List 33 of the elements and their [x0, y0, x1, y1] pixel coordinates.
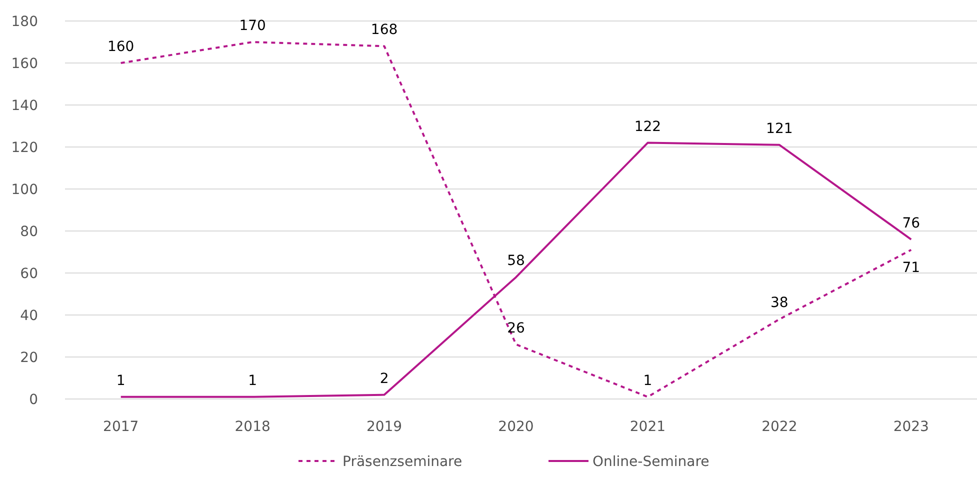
- data-label: 121: [766, 120, 793, 137]
- data-label: 170: [239, 18, 266, 34]
- data-label: 1: [116, 372, 126, 389]
- legend-label: Präsenzseminare: [342, 454, 462, 470]
- data-label: 76: [902, 215, 920, 232]
- data-label: 168: [370, 22, 398, 38]
- data-label: 122: [634, 118, 662, 135]
- data-label: 38: [770, 295, 788, 312]
- y-tick-label: 180: [11, 14, 38, 30]
- x-tick-label: 2019: [366, 419, 402, 435]
- x-tick-label: 2017: [103, 419, 139, 435]
- y-tick-label: 100: [11, 182, 38, 198]
- y-tick-label: 80: [20, 224, 38, 240]
- x-tick-label: 2018: [234, 419, 270, 435]
- y-tick-label: 40: [20, 308, 38, 324]
- data-label: 2: [380, 370, 389, 387]
- legend-label: Online-Seminare: [592, 454, 710, 470]
- x-tick-label: 2023: [893, 419, 929, 435]
- data-label: 26: [507, 320, 525, 336]
- y-tick-label: 20: [20, 350, 38, 366]
- data-label: 1: [248, 372, 258, 389]
- data-label: 160: [107, 39, 134, 55]
- y-tick-label: 60: [20, 266, 38, 282]
- y-tick-label: 0: [29, 392, 38, 408]
- data-label: 71: [902, 260, 920, 276]
- y-tick-label: 140: [11, 98, 38, 114]
- x-tick-label: 2020: [498, 419, 534, 435]
- y-tick-label: 120: [11, 140, 38, 156]
- y-tick-label: 160: [11, 56, 38, 72]
- data-label: 1: [643, 372, 652, 389]
- x-tick-label: 2021: [630, 419, 666, 435]
- x-tick-label: 2022: [762, 419, 798, 435]
- data-label: 58: [507, 253, 525, 270]
